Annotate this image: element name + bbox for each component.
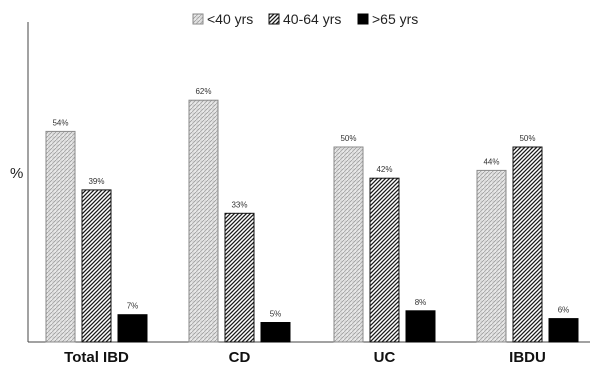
legend-swatch-lt40 [192, 13, 204, 25]
bar-lt40-uc [333, 146, 364, 343]
bar-40to64-total-ibd [81, 189, 112, 343]
legend-label-gt65: >65 yrs [372, 11, 418, 27]
data-label: 7% [127, 302, 139, 311]
bar-40to64-cd [224, 212, 255, 343]
data-label: 42% [376, 165, 392, 174]
legend-swatch-gt65 [357, 13, 369, 25]
data-label: 33% [231, 200, 247, 209]
data-label: 54% [52, 118, 68, 127]
category-label: CD [229, 349, 251, 366]
data-label: 50% [340, 134, 356, 143]
bar-lt40-ibdu [476, 169, 507, 343]
data-label: 62% [195, 87, 211, 96]
bar-40to64-ibdu [512, 146, 543, 343]
category-labels: Total IBD CD UC IBDU [64, 349, 546, 366]
bars-group: 54% 39% 7% 62% 33% 5% 50% 42% 8% 44% 50% 6% [45, 87, 579, 343]
bar-lt40-total-ibd [45, 130, 76, 343]
legend: <40 yrs 40-64 yrs >65 yrs [192, 11, 418, 27]
y-axis-label: % [10, 165, 23, 182]
bar-gt65-cd [260, 322, 291, 343]
bar-40to64-uc [369, 177, 400, 343]
data-label: 5% [270, 310, 282, 319]
data-label: 44% [483, 157, 499, 166]
bar-gt65-ibdu [548, 318, 579, 343]
data-label: 50% [519, 134, 535, 143]
category-label: IBDU [509, 349, 546, 366]
bar-lt40-cd [188, 99, 219, 343]
data-label: 8% [415, 298, 427, 307]
data-label: 6% [558, 306, 570, 315]
data-label: 39% [88, 177, 104, 186]
bar-gt65-total-ibd [117, 314, 148, 343]
legend-label-40to64: 40-64 yrs [283, 11, 341, 27]
legend-label-lt40: <40 yrs [207, 11, 253, 27]
bar-gt65-uc [405, 310, 436, 343]
legend-swatch-40to64 [268, 13, 280, 25]
category-label: Total IBD [64, 349, 129, 366]
category-label: UC [374, 349, 396, 366]
